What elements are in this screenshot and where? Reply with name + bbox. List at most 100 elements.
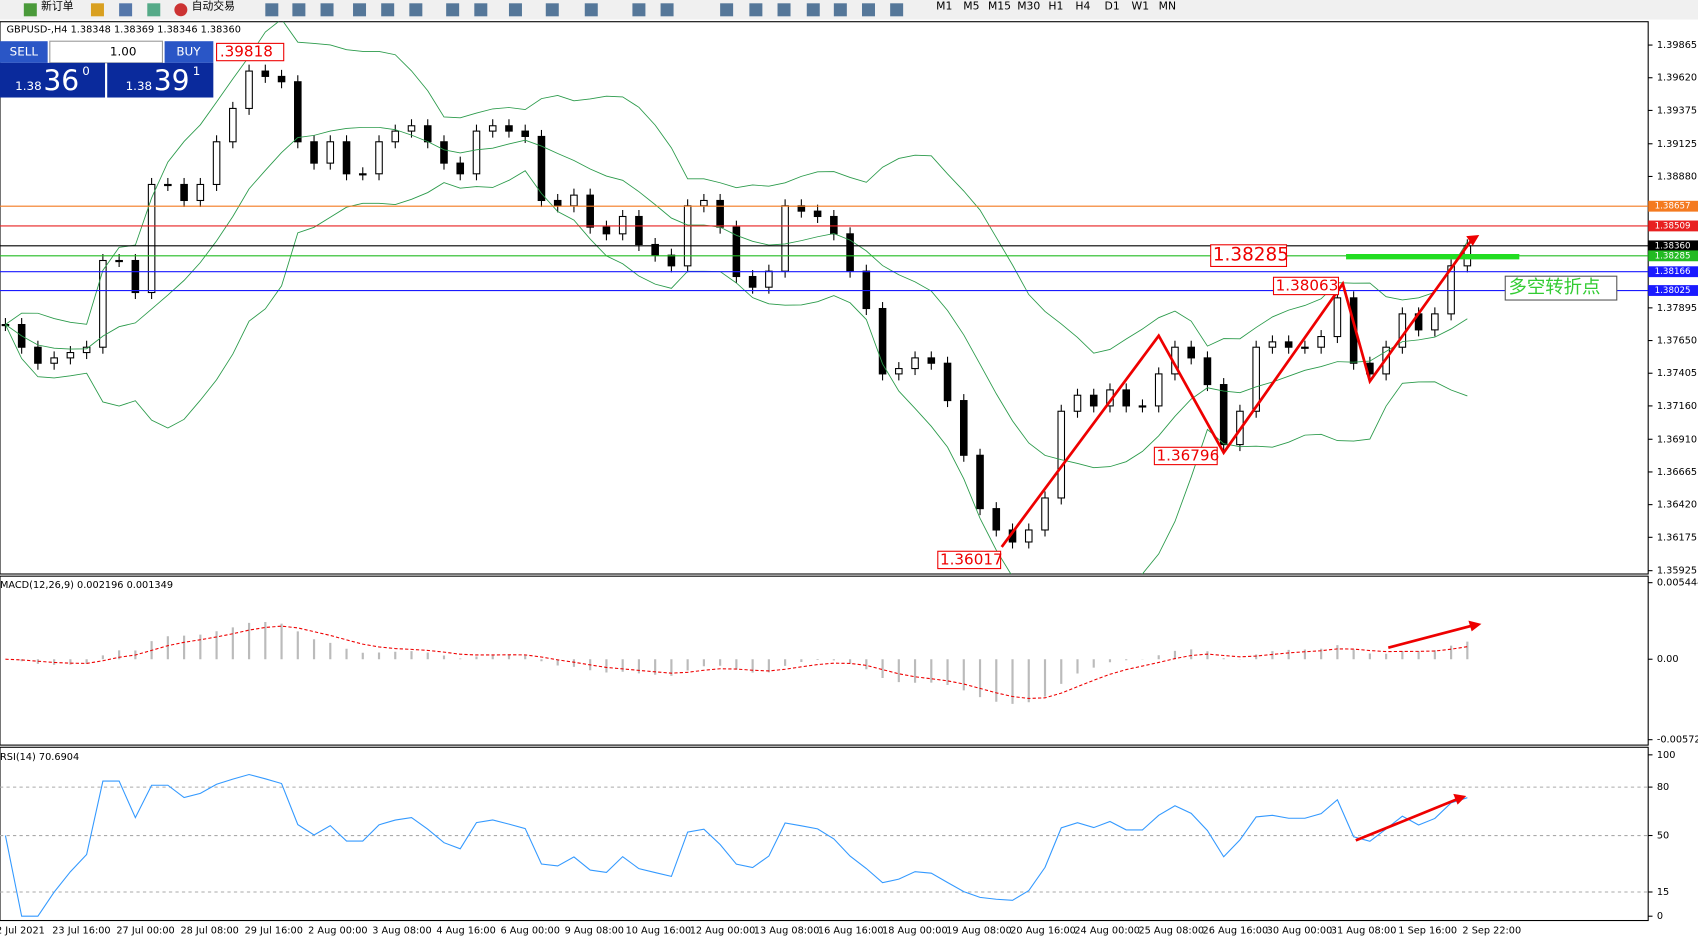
price-tag bbox=[1648, 250, 1698, 262]
timeframe[interactable]: H1 bbox=[1048, 0, 1063, 13]
candle bbox=[1317, 336, 1325, 348]
y-tick-label: 1.39375 bbox=[1657, 105, 1697, 116]
candle bbox=[196, 183, 205, 202]
x-tick-label: 16 Aug 16:00 bbox=[818, 925, 884, 936]
icon[interactable] bbox=[584, 3, 598, 17]
buy-button[interactable] bbox=[164, 41, 214, 63]
y-tick-label: 1.38880 bbox=[1657, 171, 1697, 182]
candle bbox=[521, 130, 530, 137]
price-tag bbox=[1648, 266, 1698, 278]
icon[interactable] bbox=[147, 3, 161, 17]
x-tick-label: 28 Jul 08:00 bbox=[180, 925, 238, 936]
icon[interactable] bbox=[353, 3, 367, 17]
macd-title: MACD(12,26,9) 0.002196 0.001349 bbox=[0, 580, 173, 591]
x-tick-label: 2 Aug 00:00 bbox=[308, 925, 367, 936]
buy-label[interactable]: BUY bbox=[176, 45, 201, 59]
icon[interactable] bbox=[833, 3, 847, 17]
candle bbox=[212, 141, 221, 186]
timeframe[interactable]: MN bbox=[1159, 0, 1176, 13]
icon[interactable] bbox=[545, 3, 559, 17]
x-tick-label: 6 Aug 00:00 bbox=[500, 925, 559, 936]
sell-button[interactable] bbox=[0, 41, 48, 63]
new-order[interactable]: 新订单 bbox=[41, 0, 74, 13]
timeframe[interactable]: H4 bbox=[1075, 0, 1090, 13]
price-tag bbox=[1648, 200, 1698, 212]
timeframe[interactable]: M15 bbox=[988, 0, 1011, 13]
sell-big: 1.38 bbox=[15, 79, 42, 93]
price-tag-label: 1.38025 bbox=[1655, 286, 1691, 296]
icon[interactable] bbox=[23, 3, 37, 17]
icon[interactable] bbox=[174, 3, 188, 17]
timeframe[interactable]: M5 bbox=[963, 0, 979, 13]
candle bbox=[537, 135, 546, 202]
icon[interactable] bbox=[861, 3, 875, 17]
x-tick-label: 25 Aug 08:00 bbox=[1138, 925, 1204, 936]
icon[interactable] bbox=[660, 3, 674, 17]
price-tag bbox=[1648, 285, 1698, 296]
candle bbox=[358, 173, 367, 176]
timeframe[interactable]: M1 bbox=[936, 0, 952, 13]
candle bbox=[992, 508, 1001, 531]
timeframes: M1 M5 M15 M30 H1 H4 D1 W1 MN bbox=[936, 0, 1176, 13]
x-tick-label: 18 Aug 00:00 bbox=[882, 925, 948, 936]
arrow-head bbox=[1468, 620, 1482, 632]
lots[interactable]: 1.00 bbox=[110, 45, 137, 59]
price-tag-label: 1.38166 bbox=[1655, 267, 1691, 277]
sell-pips: 36 bbox=[43, 64, 79, 97]
candle bbox=[732, 226, 741, 278]
icon[interactable] bbox=[632, 3, 646, 17]
candle bbox=[878, 307, 887, 375]
candle bbox=[229, 107, 237, 143]
icon[interactable] bbox=[508, 3, 522, 17]
timeframe[interactable]: M30 bbox=[1017, 0, 1040, 13]
candle bbox=[440, 141, 448, 164]
timeframe[interactable]: W1 bbox=[1132, 0, 1150, 13]
candle bbox=[310, 141, 318, 164]
x-tick-label: 23 Jul 16:00 bbox=[52, 925, 110, 936]
icon[interactable] bbox=[320, 3, 334, 17]
price-tag bbox=[1648, 240, 1698, 252]
icon[interactable] bbox=[292, 3, 306, 17]
candle bbox=[472, 130, 481, 175]
icon[interactable] bbox=[119, 3, 133, 17]
y-tick-label: 1.37160 bbox=[1657, 401, 1697, 412]
candle bbox=[1187, 346, 1195, 359]
x-tick-label: 10 Aug 16:00 bbox=[626, 925, 692, 936]
icon[interactable] bbox=[265, 3, 279, 17]
candle bbox=[911, 357, 919, 370]
y-tick-label: 1.36175 bbox=[1657, 532, 1697, 543]
sell-label[interactable]: SELL bbox=[10, 45, 39, 59]
icon[interactable] bbox=[474, 3, 488, 17]
candle bbox=[1138, 405, 1147, 408]
icon[interactable] bbox=[90, 3, 104, 17]
candle bbox=[1024, 529, 1033, 543]
icon[interactable] bbox=[720, 3, 734, 17]
chart-title: GBPUSD-,H4 1.38348 1.38369 1.38346 1.383… bbox=[6, 24, 240, 35]
lots-field[interactable] bbox=[49, 40, 163, 64]
timeframe[interactable]: D1 bbox=[1105, 0, 1120, 13]
candle bbox=[553, 199, 562, 207]
sell-price[interactable] bbox=[0, 62, 106, 98]
candle bbox=[1154, 373, 1163, 407]
candle bbox=[277, 75, 286, 83]
annotation: 1.36796 bbox=[1157, 446, 1220, 464]
icon[interactable] bbox=[777, 3, 791, 17]
candle bbox=[1398, 313, 1407, 348]
rsi-arrow bbox=[1355, 796, 1461, 842]
candle bbox=[618, 215, 627, 235]
buy-price[interactable] bbox=[107, 62, 214, 98]
icon[interactable] bbox=[749, 3, 763, 17]
candle bbox=[781, 205, 789, 272]
icon[interactable] bbox=[806, 3, 820, 17]
label-box bbox=[1210, 244, 1288, 267]
y-tick-label: 0.005444 bbox=[1657, 578, 1698, 589]
candle bbox=[99, 259, 107, 348]
icon[interactable] bbox=[446, 3, 460, 17]
auto-trading[interactable]: 自动交易 bbox=[192, 0, 235, 13]
candle bbox=[1252, 346, 1260, 412]
candle bbox=[164, 183, 172, 187]
icon[interactable] bbox=[890, 3, 904, 17]
icon[interactable] bbox=[409, 3, 423, 17]
candle bbox=[1431, 313, 1439, 331]
icon[interactable] bbox=[381, 3, 395, 17]
